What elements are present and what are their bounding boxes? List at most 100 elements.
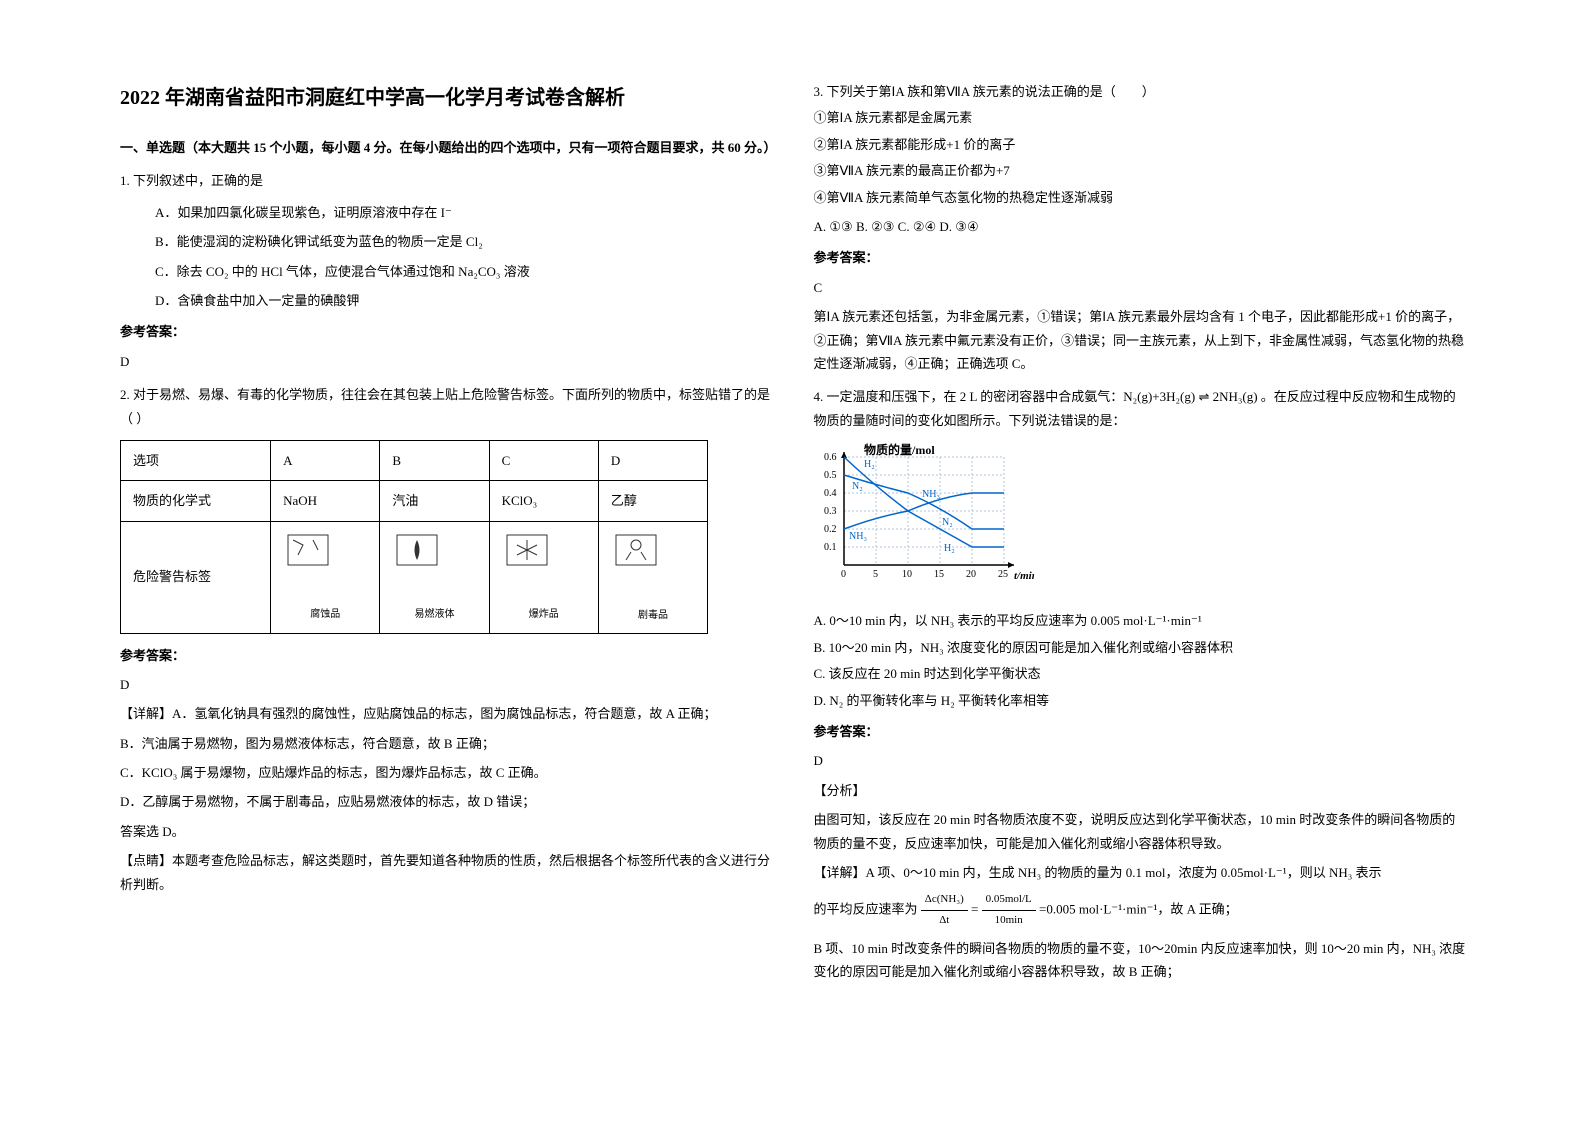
q2-r1-1: NaOH: [271, 481, 380, 521]
xtick-25: 25: [998, 569, 1008, 580]
n2-label-2: N₂: [942, 517, 953, 528]
icon-label-a: 腐蚀品: [283, 606, 367, 624]
q1-opt-a: A．如果加四氯化碳呈现紫色，证明原溶液中存在 I⁻: [155, 201, 774, 224]
q4-explain-a-p2: 的平均反应速率为: [814, 902, 918, 917]
xtick-0: 0: [841, 569, 846, 580]
q2-icon-cell-c: 爆炸品: [489, 521, 598, 633]
toxic-icon: [611, 530, 695, 597]
q1-stem: 1. 下列叙述中，正确的是: [120, 169, 774, 192]
q3-explain: 第ⅠA 族元素还包括氢，为非金属元素，①错误；第ⅠA 族元素最外层均含有 1 个…: [814, 305, 1468, 375]
corrosive-icon: [283, 530, 367, 597]
q2-th-4: D: [598, 440, 707, 480]
q1-answer-label: 参考答案：: [120, 320, 774, 343]
q2-explain-4: D．乙醇属于易燃物，不属于剧毒品，应贴易燃液体的标志，故 D 错误；: [120, 790, 774, 813]
q4-answer: D: [814, 749, 1468, 772]
chart-ylabel: 物质的量/mol: [864, 442, 935, 457]
q2-th-1: A: [271, 440, 380, 480]
flammable-icon: [392, 530, 476, 597]
q3-stem: 3. 下列关于第ⅠA 族和第ⅦA 族元素的说法正确的是（ ）: [814, 80, 1468, 103]
ytick-1: 0.1: [824, 542, 837, 553]
h2-line: [844, 457, 1004, 547]
explosive-icon: [502, 530, 586, 597]
q2-answer-label: 参考答案：: [120, 644, 774, 667]
icon-label-d: 剧毒品: [611, 607, 695, 625]
q3-sub3: ③第ⅦA 族元素的最高正价都为+7: [814, 159, 1468, 182]
ytick-2: 0.2: [824, 524, 837, 535]
q2-table-header-row: 选项 A B C D: [121, 440, 708, 480]
section-header: 一、单选题（本大题共 15 个小题，每小题 4 分。在每小题给出的四个选项中，只…: [120, 136, 774, 159]
q3-sub2: ②第ⅠA 族元素都能形成+1 价的离子: [814, 133, 1468, 156]
fraction-2: 0.05mol/L 10min: [982, 890, 1036, 931]
q4-opt-c: C. 该反应在 20 min 时达到化学平衡状态: [814, 662, 1468, 685]
xtick-20: 20: [966, 569, 976, 580]
frac-top-1: Δc(NH₃): [921, 890, 968, 911]
q2-icon-cell-a: 腐蚀品: [271, 521, 380, 633]
q4-analysis-label: 【分析】: [814, 779, 1468, 802]
q2-icon-cell-b: 易燃液体: [380, 521, 489, 633]
question-4: 4. 一定温度和压强下，在 2 L 的密闭容器中合成氨气：N₂(g)+3H₂(g…: [814, 385, 1468, 983]
q2-icon-cell-d: 剧毒品: [598, 521, 707, 633]
q2-stem: 2. 对于易燃、易爆、有毒的化学物质，往往会在其包装上贴上危险警告标签。下面所列…: [120, 383, 774, 430]
q2-table: 选项 A B C D 物质的化学式 NaOH 汽油 KClO₃ 乙醇 危险警告标…: [120, 440, 708, 634]
ytick-5: 0.5: [824, 470, 837, 481]
frac-top-2: 0.05mol/L: [982, 890, 1036, 911]
q4-chart: 物质的量/mol: [814, 442, 1468, 599]
fraction-1: Δc(NH₃) Δt: [921, 890, 968, 931]
xtick-10: 10: [902, 569, 912, 580]
chart-grid: [844, 457, 1004, 565]
xtick-5: 5: [873, 569, 878, 580]
q2-table-formula-row: 物质的化学式 NaOH 汽油 KClO₃ 乙醇: [121, 481, 708, 521]
q4-explain-a-p3: =0.005 mol·L⁻¹·min⁻¹，故 A 正确；: [1039, 902, 1238, 917]
q3-sub4: ④第ⅦA 族元素简单气态氢化物的热稳定性逐渐减弱: [814, 186, 1468, 209]
line-chart-svg: 物质的量/mol: [814, 442, 1034, 592]
q3-answer-label: 参考答案：: [814, 246, 1468, 269]
q2-explain-3: C．KClO₃ 属于易爆物，应贴爆炸品的标志，图为爆炸品标志，故 C 正确。: [120, 761, 774, 784]
q4-opt-d: D. N₂ 的平衡转化率与 H₂ 平衡转化率相等: [814, 689, 1468, 712]
nh3-label-1: NH₃: [849, 531, 867, 542]
question-3: 3. 下列关于第ⅠA 族和第ⅦA 族元素的说法正确的是（ ） ①第ⅠA 族元素都…: [814, 80, 1468, 375]
ytick-6: 0.6: [824, 452, 837, 463]
q4-opt-b: B. 10～20 min 内，NH₃ 浓度变化的原因可能是加入催化剂或缩小容器体…: [814, 636, 1468, 659]
h2-label: H₂: [864, 459, 875, 470]
q2-r2-label: 危险警告标签: [121, 521, 271, 633]
frac-bot-1: Δt: [921, 911, 968, 931]
q2-explain-6: 【点睛】本题考查危险品标志，解这类题时，首先要知道各种物质的性质，然后根据各个标…: [120, 849, 774, 896]
q2-th-2: B: [380, 440, 489, 480]
q2-th-0: 选项: [121, 440, 271, 480]
h2-label-2: H₂: [944, 543, 955, 554]
icon-label-b: 易燃液体: [392, 606, 476, 624]
ytick-3: 0.3: [824, 506, 837, 517]
left-column: 2022 年湖南省益阳市洞庭红中学高一化学月考试卷含解析 一、单选题（本大题共 …: [100, 80, 794, 1082]
ytick-4: 0.4: [824, 488, 837, 499]
right-column: 3. 下列关于第ⅠA 族和第ⅦA 族元素的说法正确的是（ ） ①第ⅠA 族元素都…: [794, 80, 1488, 1082]
frac-bot-2: 10min: [982, 911, 1036, 931]
q2-r1-0: 物质的化学式: [121, 481, 271, 521]
x-axis-arrow: [1008, 562, 1014, 568]
chart-xlabel: t/min: [1014, 570, 1034, 582]
q4-explain-label: 【详解】: [814, 865, 866, 880]
q2-explain-5: 答案选 D。: [120, 820, 774, 843]
q2-th-3: C: [489, 440, 598, 480]
q2-r1-2: 汽油: [380, 481, 489, 521]
q2-table-icon-row: 危险警告标签 腐蚀品 易燃液体 爆炸品 剧毒品: [121, 521, 708, 633]
icon-label-c: 爆炸品: [502, 606, 586, 624]
q1-opt-d: D．含碘食盐中加入一定量的碘酸钾: [155, 289, 774, 312]
chart-plot-area: 0.1 0.2 0.3 0.4 0.5 0.6 0 5 10 15 20 25 …: [824, 452, 1034, 582]
q1-opt-c: C．除去 CO₂ 中的 HCl 气体，应使混合气体通过饱和 Na₂CO₃ 溶液: [155, 260, 774, 283]
n2-label: N₂: [852, 481, 863, 492]
q4-explain-a: 【详解】A 项、0～10 min 内，生成 NH₃ 的物质的量为 0.1 mol…: [814, 861, 1468, 884]
q2-r1-4: 乙醇: [598, 481, 707, 521]
q4-explain-b: B 项、10 min 时改变条件的瞬间各物质的物质的量不变，10～20min 内…: [814, 937, 1468, 984]
q2-explain-2: B．汽油属于易燃物，图为易燃液体标志，符合题意，故 B 正确；: [120, 732, 774, 755]
q4-explain-a-p1: A 项、0～10 min 内，生成 NH₃ 的物质的量为 0.1 mol，浓度为…: [866, 865, 1382, 880]
q4-opt-a: A. 0～10 min 内，以 NH₃ 表示的平均反应速率为 0.005 mol…: [814, 609, 1468, 632]
q1-opt-b: B．能使湿润的淀粉碘化钾试纸变为蓝色的物质一定是 Cl₂: [155, 230, 774, 253]
q2-explain-1: 【详解】A．氢氧化钠具有强烈的腐蚀性，应贴腐蚀品的标志，图为腐蚀品标志，符合题意…: [120, 702, 774, 725]
q4-analysis: 由图可知，该反应在 20 min 时各物质浓度不变，说明反应达到化学平衡状态，1…: [814, 808, 1468, 855]
q4-stem: 4. 一定温度和压强下，在 2 L 的密闭容器中合成氨气：N₂(g)+3H₂(g…: [814, 385, 1468, 432]
q4-answer-label: 参考答案：: [814, 720, 1468, 743]
q3-answer: C: [814, 276, 1468, 299]
q3-options: A. ①③ B. ②③ C. ②④ D. ③④: [814, 215, 1468, 238]
q1-options: A．如果加四氯化碳呈现紫色，证明原溶液中存在 I⁻ B．能使湿润的淀粉碘化钾试纸…: [155, 201, 774, 313]
question-1: 1. 下列叙述中，正确的是 A．如果加四氯化碳呈现紫色，证明原溶液中存在 I⁻ …: [120, 169, 774, 373]
